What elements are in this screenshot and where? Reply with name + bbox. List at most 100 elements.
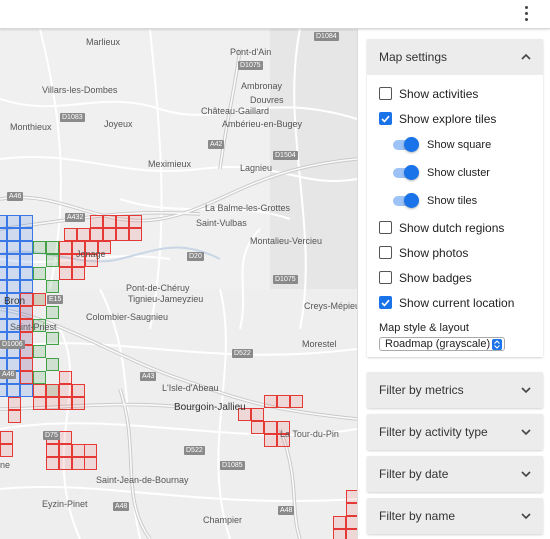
explore-tile bbox=[346, 503, 357, 516]
map-place-label: Jonage bbox=[76, 249, 106, 259]
filter-header[interactable]: Filter by date bbox=[367, 456, 543, 492]
explore-tile bbox=[129, 228, 142, 241]
explore-tile bbox=[0, 444, 13, 457]
filter-header[interactable]: Filter by activity type bbox=[367, 414, 543, 450]
map-style-select[interactable]: Roadmap (grayscale) bbox=[379, 337, 505, 351]
show-cluster-toggle-row[interactable]: Show cluster bbox=[379, 159, 543, 187]
checkbox[interactable] bbox=[379, 246, 392, 259]
checkbox[interactable] bbox=[379, 221, 392, 234]
explore-tile bbox=[0, 267, 7, 280]
show-explore-tiles-checkbox-row[interactable]: Show explore tiles bbox=[379, 106, 543, 131]
show-photos-checkbox-row[interactable]: Show photos bbox=[379, 240, 543, 265]
explore-tile bbox=[20, 215, 33, 228]
show-square-toggle-row[interactable]: Show square bbox=[379, 131, 543, 159]
explore-tile bbox=[20, 241, 33, 254]
road-shield: D522 bbox=[184, 446, 205, 455]
map-place-label: Bourgoin-Jallieu bbox=[174, 402, 246, 413]
explore-tile bbox=[333, 529, 346, 539]
checkbox[interactable] bbox=[379, 87, 392, 100]
checkbox-label: Show explore tiles bbox=[399, 111, 497, 126]
checkbox-label: Show activities bbox=[399, 86, 479, 101]
minor-road bbox=[0, 422, 357, 436]
road-shield: A432 bbox=[65, 213, 86, 222]
filter-header[interactable]: Filter by name bbox=[367, 498, 543, 534]
explore-tile bbox=[46, 444, 59, 457]
checkbox[interactable] bbox=[379, 271, 392, 284]
explore-tile bbox=[116, 228, 129, 241]
map-place-label: Saint-Priest bbox=[10, 322, 57, 332]
map-settings-header[interactable]: Map settings bbox=[367, 39, 543, 75]
minor-road bbox=[0, 155, 357, 183]
show-tiles-toggle-row[interactable]: Show tiles bbox=[379, 187, 543, 215]
explore-tile bbox=[264, 395, 277, 408]
checkbox[interactable] bbox=[379, 296, 392, 309]
map-place-label: Bron bbox=[4, 296, 26, 307]
map-place-label: Creys-Mépieu bbox=[304, 301, 357, 311]
explore-tile bbox=[33, 371, 46, 384]
explore-tile bbox=[46, 254, 59, 267]
map-place-label: ne bbox=[0, 460, 11, 470]
map-canvas[interactable] bbox=[0, 29, 357, 539]
explore-tile bbox=[116, 215, 129, 228]
map-place-label: Lagnieu bbox=[240, 163, 273, 173]
explore-tile bbox=[0, 306, 7, 319]
more-vert-icon[interactable] bbox=[516, 3, 536, 23]
filter-card: Filter by name bbox=[367, 498, 543, 534]
minor-road bbox=[293, 29, 307, 330]
filter-card: Filter by date bbox=[367, 456, 543, 492]
show-dutch-regions-checkbox-row[interactable]: Show dutch regions bbox=[379, 215, 543, 240]
major-road-core bbox=[119, 388, 151, 539]
explore-tile bbox=[46, 280, 59, 293]
road-shield: D522 bbox=[232, 349, 253, 358]
explore-tile bbox=[0, 280, 7, 293]
explore-tile bbox=[20, 228, 33, 241]
explore-tile bbox=[103, 215, 116, 228]
explore-tile bbox=[20, 384, 33, 397]
map-place-label: Tignieu-Jameyzieu bbox=[128, 294, 204, 304]
toggle-switch[interactable] bbox=[393, 165, 419, 180]
explore-tile bbox=[84, 457, 97, 470]
explore-tile bbox=[7, 319, 20, 332]
chevron-down-icon bbox=[521, 471, 531, 478]
explore-tile bbox=[46, 384, 59, 397]
show-badges-checkbox-row[interactable]: Show badges bbox=[379, 265, 543, 290]
checkbox-label: Show dutch regions bbox=[399, 220, 505, 235]
explore-tile bbox=[20, 319, 33, 332]
road-shield: D75 bbox=[43, 431, 60, 440]
explore-tile bbox=[72, 254, 85, 267]
explore-tile bbox=[7, 215, 20, 228]
road-shield: D1085 bbox=[220, 461, 245, 470]
map-style-label: Map style & layout bbox=[379, 322, 469, 334]
map-place-label: La Balme-les-Grottes bbox=[205, 203, 291, 213]
toggle-switch[interactable] bbox=[393, 137, 419, 152]
explore-tile bbox=[33, 319, 46, 332]
minor-road bbox=[0, 98, 357, 120]
explore-tile bbox=[277, 395, 290, 408]
filter-title: Filter by name bbox=[379, 509, 456, 523]
explore-tile bbox=[7, 358, 20, 371]
map-place-label: Ambronay bbox=[241, 81, 283, 91]
filter-card: Filter by metrics bbox=[367, 372, 543, 408]
explore-tile bbox=[7, 306, 20, 319]
map-place-label: Saint-Jean-de-Bournay bbox=[96, 475, 189, 485]
toggle-switch[interactable] bbox=[393, 193, 419, 208]
explore-tile bbox=[72, 384, 85, 397]
explore-tile bbox=[346, 529, 357, 539]
filter-card: Filter by activity type bbox=[367, 414, 543, 450]
explore-tile bbox=[46, 332, 59, 345]
explore-tile bbox=[251, 421, 264, 434]
explore-tile bbox=[46, 358, 59, 371]
explore-tile bbox=[59, 384, 72, 397]
map-place-label: Villars-les-Dombes bbox=[42, 85, 118, 95]
minor-road bbox=[0, 342, 357, 356]
filter-header[interactable]: Filter by metrics bbox=[367, 372, 543, 408]
show-activities-checkbox-row[interactable]: Show activities bbox=[379, 81, 543, 106]
explore-tile bbox=[72, 267, 85, 280]
map-view[interactable]: Marlieux Pont-d'Ain Villars-les-Dombes Ambr… bbox=[0, 29, 357, 539]
show-current-location-checkbox-row[interactable]: Show current location bbox=[379, 290, 543, 315]
minor-road bbox=[0, 485, 357, 503]
road-shield: D1075 bbox=[238, 61, 263, 70]
chevron-down-icon bbox=[521, 387, 531, 394]
map-place-label: Saint-Vulbas bbox=[196, 218, 247, 228]
checkbox[interactable] bbox=[379, 112, 392, 125]
